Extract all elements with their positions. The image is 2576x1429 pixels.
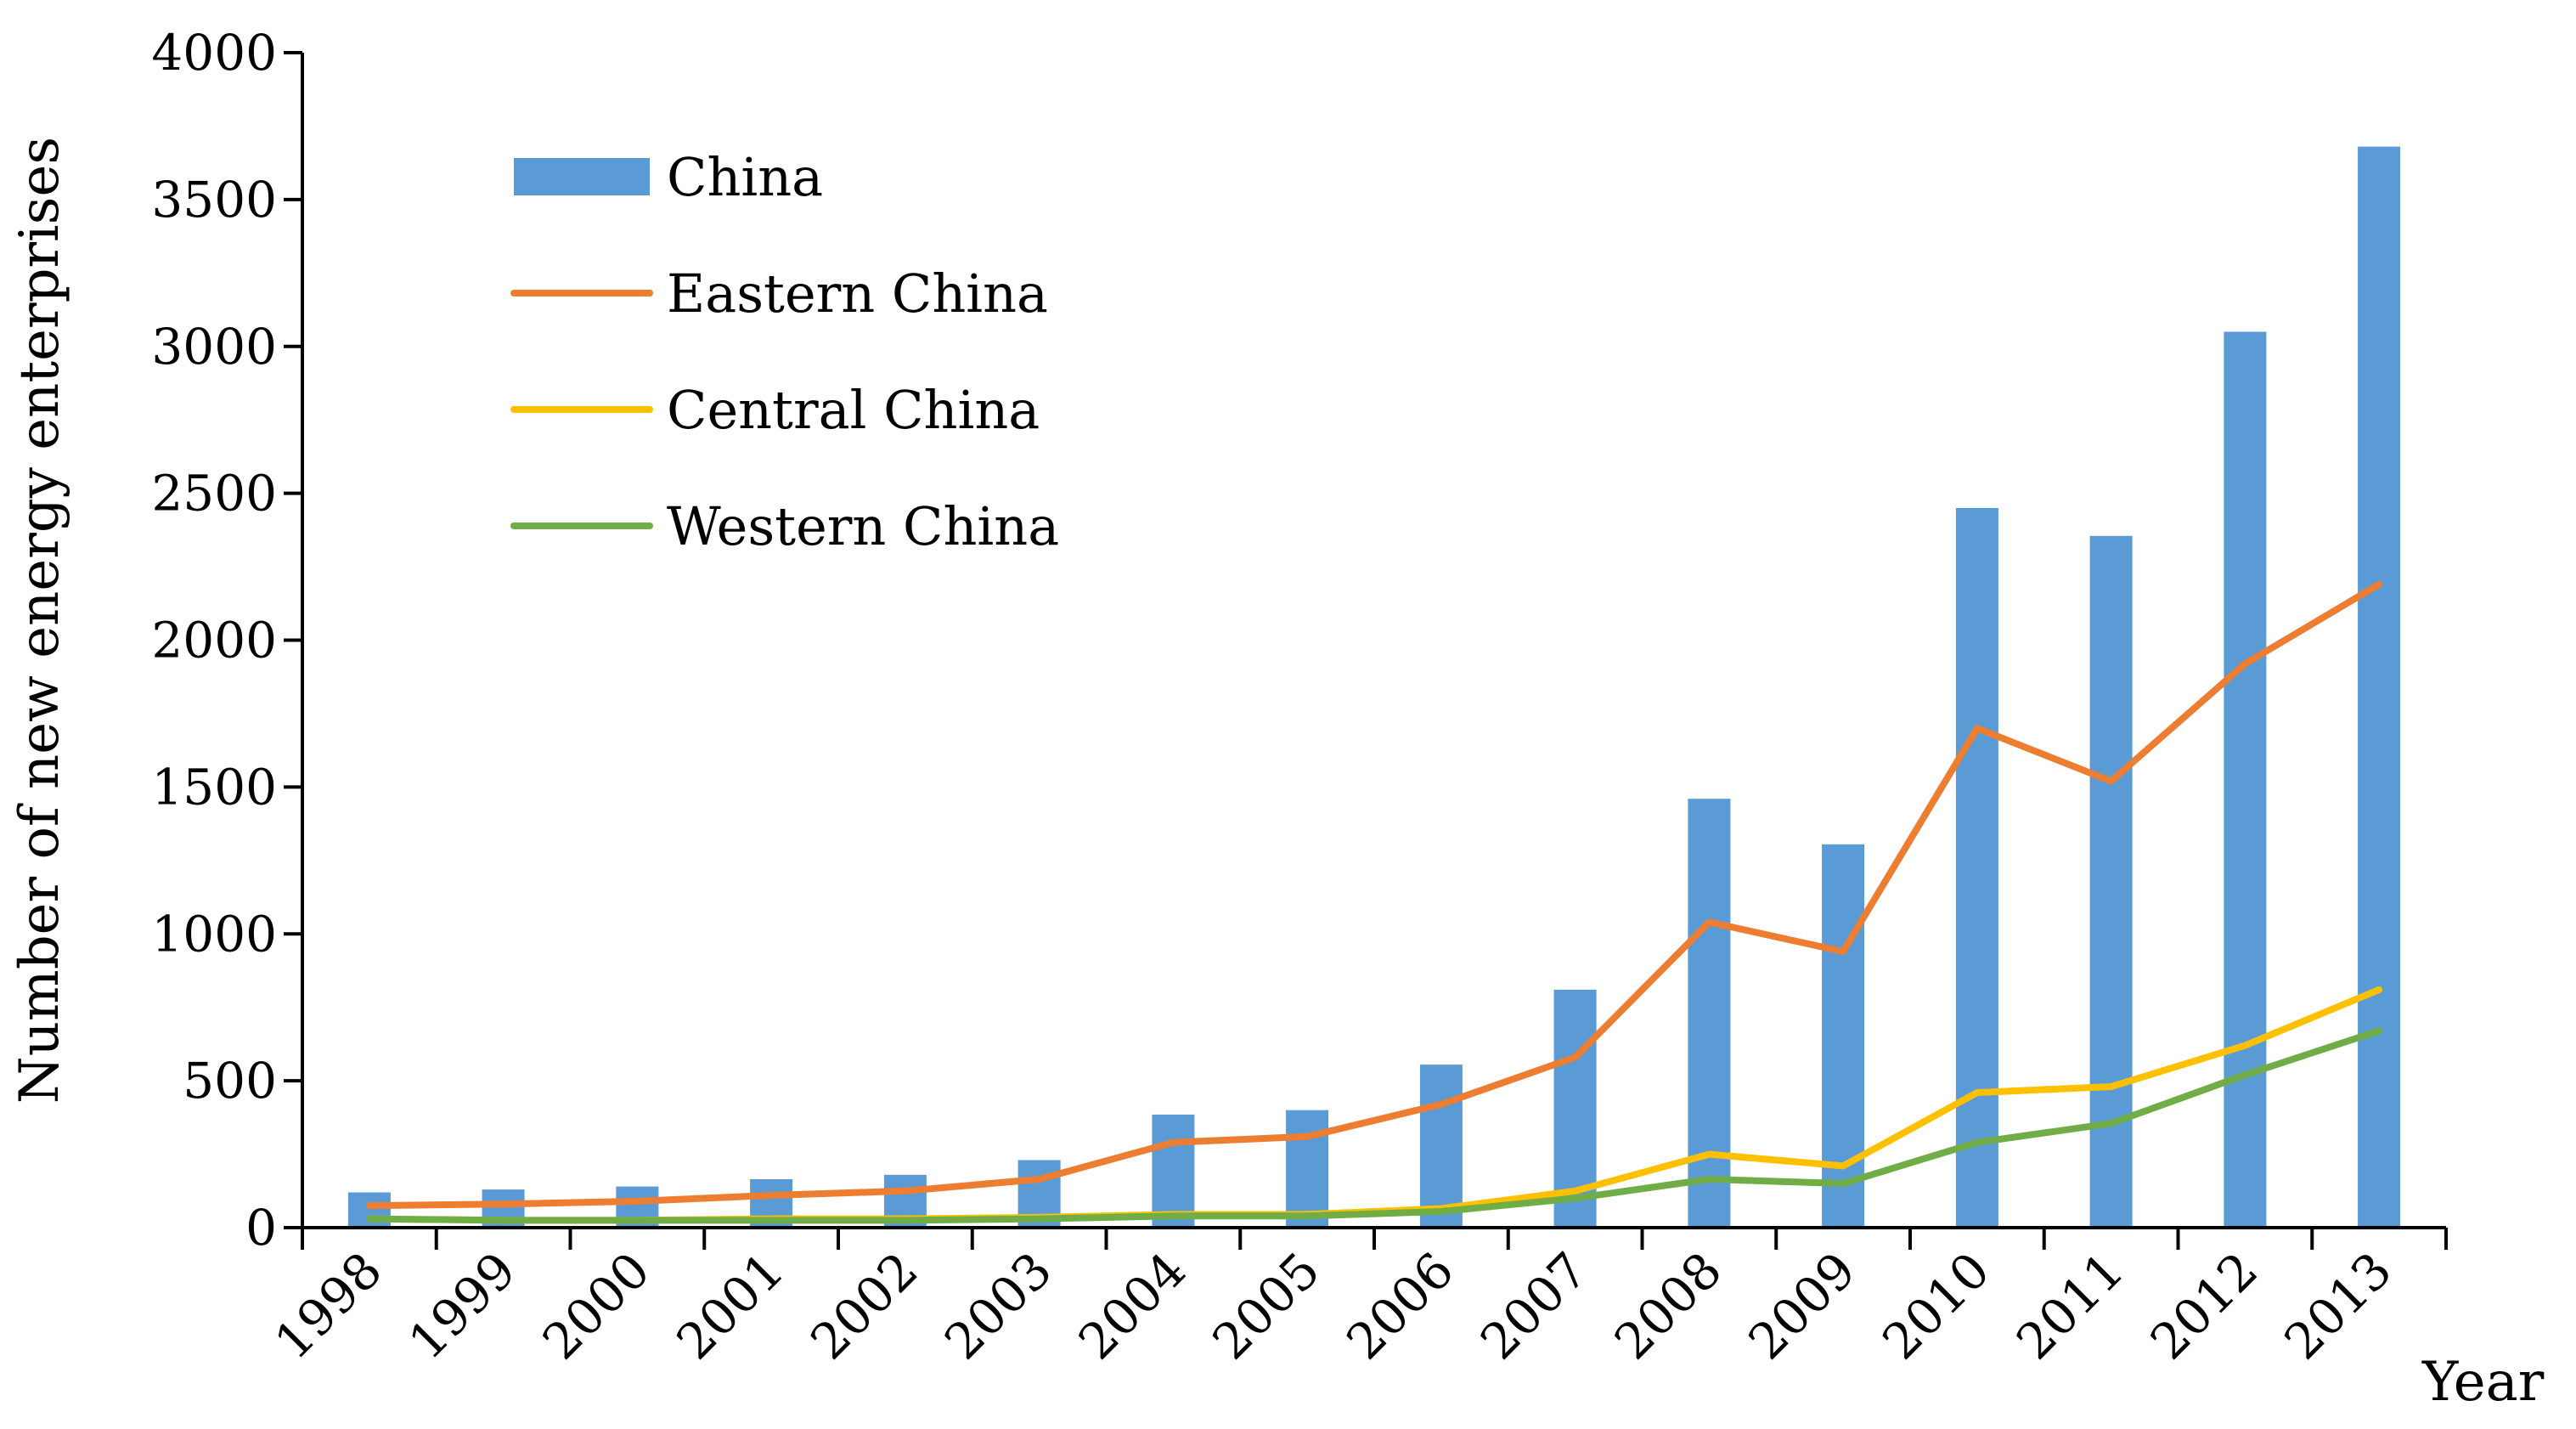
legend-swatch-china: [514, 158, 650, 195]
y-tick-label-1000: 1000: [151, 905, 277, 963]
legend-item-western-china: Western China: [510, 495, 1059, 557]
legend-item-eastern-china: Eastern China: [510, 263, 1048, 325]
bar-2008: [1688, 799, 1731, 1228]
legend-label-central-china: Central China: [667, 379, 1040, 441]
line-eastern-china: [365, 580, 2383, 1210]
y-tick-label-1500: 1500: [151, 758, 277, 816]
legend-item-central-china: Central China: [510, 379, 1040, 441]
y-tick-marks: [284, 51, 302, 1229]
bar-2006: [1419, 1065, 1463, 1228]
y-tick-label-3500: 3500: [151, 171, 277, 229]
bar-2013: [2358, 146, 2401, 1228]
legend-label-western-china: Western China: [667, 495, 1059, 557]
bar-2005: [1286, 1110, 1329, 1228]
y-tick-label-2000: 2000: [151, 612, 277, 669]
y-tick-label-3000: 3000: [151, 318, 277, 376]
legend: China Eastern China Central China Western C…: [510, 146, 1059, 557]
bar-2012: [2224, 331, 2267, 1228]
axes: [301, 53, 2448, 1250]
legend-item-china: China: [514, 146, 823, 208]
bar-2010: [1955, 507, 1998, 1228]
line-western-china: [365, 1027, 2383, 1224]
bar-2011: [2089, 535, 2133, 1228]
x-axis-title: Year: [2421, 1351, 2545, 1414]
y-tick-label-4000: 4000: [151, 24, 277, 82]
line-series-group: [365, 580, 2383, 1224]
legend-label-china: China: [667, 146, 823, 208]
legend-label-eastern-china: Eastern China: [667, 263, 1048, 325]
y-tick-label-0: 0: [245, 1199, 277, 1257]
y-tick-label-2500: 2500: [151, 465, 277, 522]
bar-2009: [1822, 844, 1865, 1228]
bar-2004: [1152, 1114, 1195, 1228]
y-tick-labels: 0 500 1000 1500 2000 2500 3000 3500 4000: [151, 24, 277, 1257]
y-tick-label-500: 500: [183, 1052, 277, 1110]
y-axis-title: Number of new energy enterprises: [8, 137, 71, 1104]
